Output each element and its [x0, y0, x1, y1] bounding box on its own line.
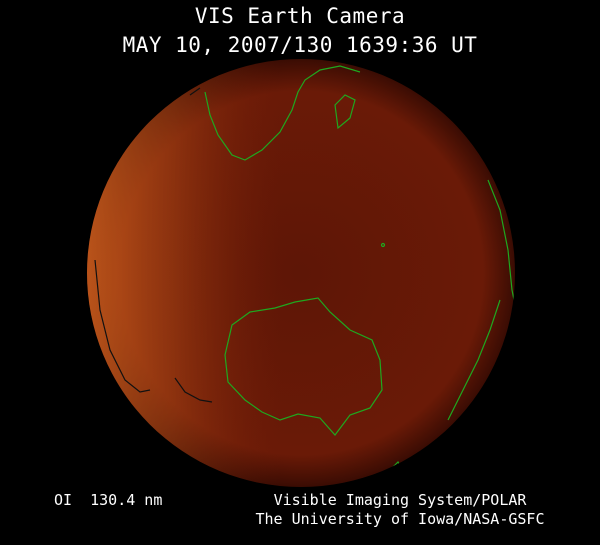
africa-coastline: [204, 65, 361, 161]
image-timestamp: MAY 10, 2007/130 1639:36 UT: [122, 33, 478, 57]
madagascar-coastline: [334, 94, 356, 130]
wavelength-text: OI 130.4 nm: [54, 491, 163, 509]
dayside-glow: [87, 59, 515, 487]
credits: Visible Imaging System/POLAR The Univers…: [250, 491, 550, 529]
antarctica-coastline: [224, 297, 383, 436]
south-america-coastline: [447, 299, 501, 421]
night-coastlines: [94, 87, 213, 403]
image-title: VIS Earth Camera: [194, 4, 406, 28]
coastlines: [204, 65, 515, 473]
island-marker: [380, 242, 386, 248]
instrument-label: Visible Imaging System/POLAR: [273, 491, 527, 509]
credit-label: The University of Iowa/NASA-GSFC: [255, 510, 545, 528]
australia-limb-coastline: [487, 179, 515, 306]
wavelength-label: OI 130.4 nm: [54, 491, 162, 509]
night-coastline-west: [94, 87, 213, 403]
